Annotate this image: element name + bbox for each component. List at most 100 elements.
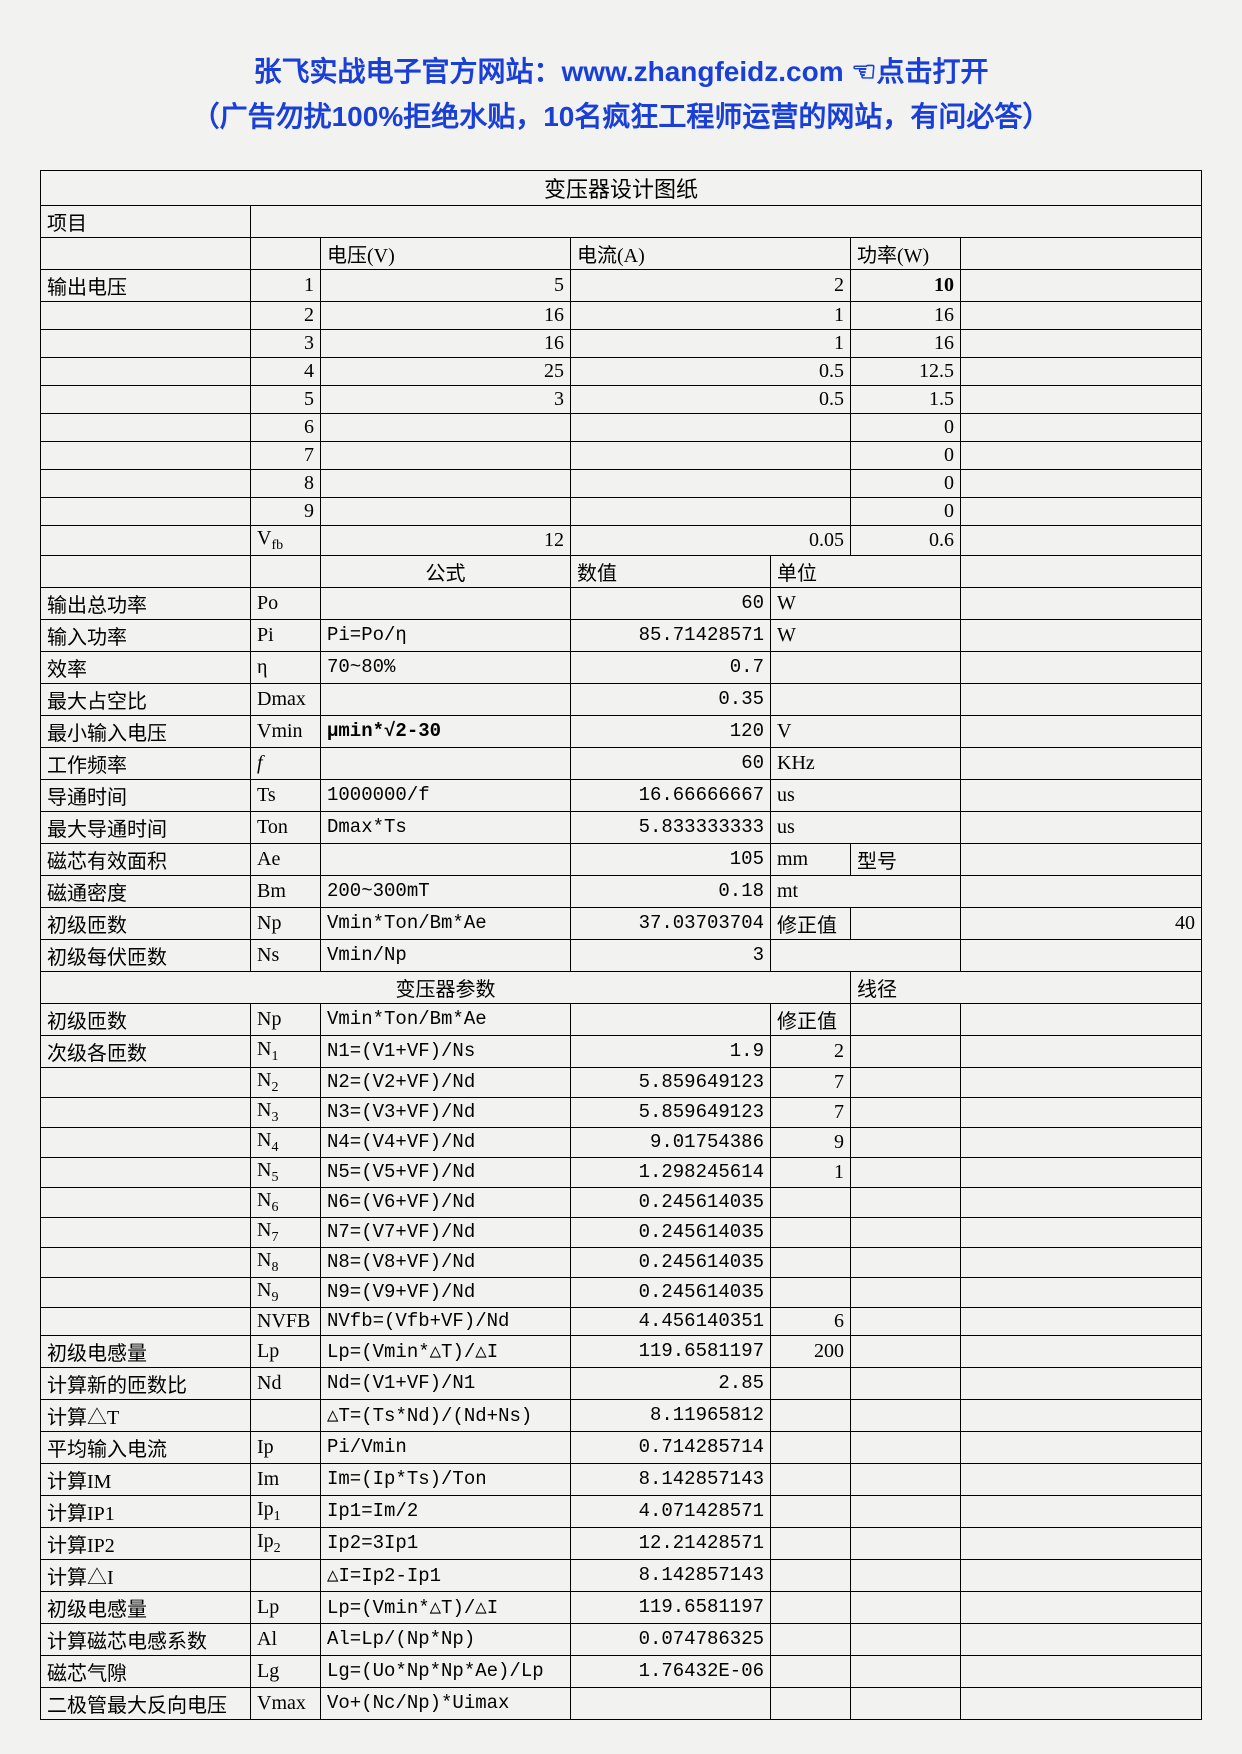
param-label [41,1217,251,1247]
param-val: 8.142857143 [571,1559,771,1591]
out-v [321,497,571,525]
param-formula: Pi/Vmin [321,1431,571,1463]
param-sym: Lp [251,1335,321,1367]
wire-label: 线径 [851,971,1202,1003]
out-i: 0.5 [571,385,851,413]
param-sym: Ts [251,779,321,811]
param-unit: W [771,587,961,619]
page-header: 张飞实战电子官方网站：www.zhangfeidz.com ☜点击打开 （广告勿… [40,50,1202,140]
param-unit [771,1399,851,1431]
output-label [41,301,251,329]
param-formula: 200~300mT [321,875,571,907]
blank [961,875,1202,907]
vfb-i: 0.05 [571,525,851,555]
blank [851,1277,961,1307]
param-unit: 7 [771,1067,851,1097]
blank [961,1335,1202,1367]
param-label: 初级匝数 [41,907,251,939]
param-formula: Pi=Po/η [321,619,571,651]
param-label [41,1187,251,1217]
param-val [571,1003,771,1035]
param-label [41,1157,251,1187]
out-n: 5 [251,385,321,413]
param-sym: Lp [251,1591,321,1623]
param-label: 计算△I [41,1559,251,1591]
blank [961,1399,1202,1431]
param-formula: N5=(V5+VF)/Nd [321,1157,571,1187]
param-val: 8.142857143 [571,1463,771,1495]
vfb-v: 12 [321,525,571,555]
param-sym: Ae [251,843,321,875]
out-p: 0 [851,469,961,497]
param-formula: 1000000/f [321,779,571,811]
param-formula: N4=(V4+VF)/Nd [321,1127,571,1157]
blank [961,357,1202,385]
param-label [41,1307,251,1335]
param-unit [771,1591,851,1623]
param-formula: N6=(V6+VF)/Nd [321,1187,571,1217]
param-sym: Nd [251,1367,321,1399]
blank [851,1495,961,1527]
out-i [571,441,851,469]
param-unit: us [771,779,961,811]
blank [961,555,1202,587]
param-unit: mt [771,875,961,907]
param-unit: W [771,619,961,651]
blank [851,1307,961,1335]
param-val: 60 [571,587,771,619]
vfb-sym: Vfb [251,525,321,555]
param-sym: N8 [251,1247,321,1277]
param-sym: Np [251,907,321,939]
hdr-current: 电流(A) [571,237,851,269]
param-formula [321,683,571,715]
doc-title: 变压器设计图纸 [41,170,1202,205]
param-label: 最小输入电压 [41,715,251,747]
out-n: 8 [251,469,321,497]
param-val: 3 [571,939,771,971]
param-val: 4.456140351 [571,1307,771,1335]
param-val: 5.859649123 [571,1097,771,1127]
blank [961,1035,1202,1067]
param-sym: Ns [251,939,321,971]
blank [961,269,1202,301]
param-sym: Ip [251,1431,321,1463]
hdr-voltage: 电压(V) [321,237,571,269]
param-sym: Dmax [251,683,321,715]
param-unit: 修正值 [771,1003,851,1035]
blank [961,1307,1202,1335]
out-v [321,469,571,497]
out-n: 4 [251,357,321,385]
out-v [321,441,571,469]
blank [961,1367,1202,1399]
blank [851,1127,961,1157]
param-formula: Lp=(Vmin*△T)/△I [321,1591,571,1623]
blank [851,1003,961,1035]
param-val: 0.245614035 [571,1277,771,1307]
website-link[interactable]: www.zhangfeidz.com [562,56,844,87]
param-label: 计算新的匝数比 [41,1367,251,1399]
param-sym: Np [251,1003,321,1035]
blank [851,1431,961,1463]
blank [961,1217,1202,1247]
param-label: 输出总功率 [41,587,251,619]
hdr-formula: 公式 [321,555,571,587]
out-p: 0 [851,441,961,469]
blank [961,413,1202,441]
param-val: 4.071428571 [571,1495,771,1527]
blank [851,1655,961,1687]
param-label: 输入功率 [41,619,251,651]
param-val: 105 [571,843,771,875]
blank [961,811,1202,843]
blank [41,555,251,587]
blank [961,525,1202,555]
blank [851,1217,961,1247]
param-sym: N6 [251,1187,321,1217]
blank [961,237,1202,269]
param-formula: Ip1=Im/2 [321,1495,571,1527]
param-formula: Vmin/Np [321,939,571,971]
param-unit: 9 [771,1127,851,1157]
param-sym: Vmin [251,715,321,747]
param-val: 85.71428571 [571,619,771,651]
param-label: 计算IM [41,1463,251,1495]
out-i: 0.5 [571,357,851,385]
